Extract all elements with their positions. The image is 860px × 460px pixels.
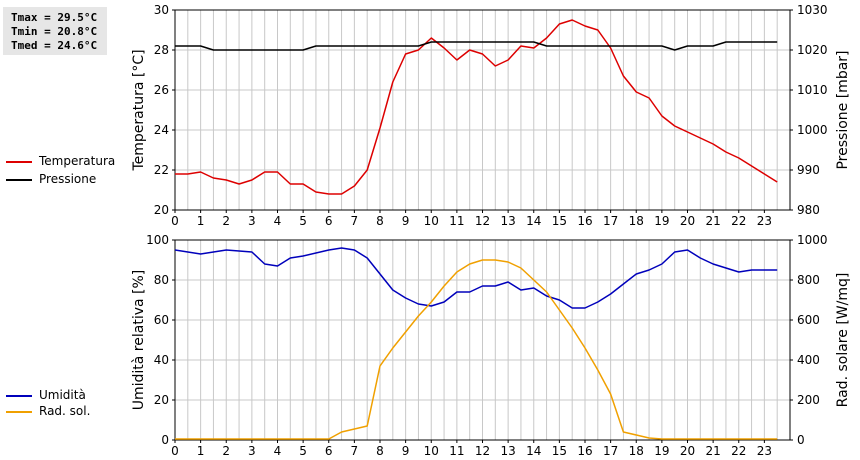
- tmin-text: Tmin = 20.8°C: [11, 25, 98, 38]
- x-tick-label: 3: [248, 444, 256, 458]
- y-tick-label-left: 40: [154, 353, 169, 367]
- legend-swatch-umidita: [6, 395, 32, 397]
- series-line-rad-sol: [175, 259, 778, 440]
- y-tick-label-left: 20: [154, 203, 169, 217]
- series-line-umidit: [175, 247, 778, 309]
- x-tick-label: 19: [654, 444, 669, 458]
- y-tick-label-right: 400: [797, 353, 820, 367]
- x-tick-label: 12: [475, 444, 490, 458]
- x-tick-label: 20: [680, 214, 695, 228]
- x-tick-label: 23: [757, 214, 772, 228]
- x-tick-label: 21: [705, 214, 720, 228]
- y-tick-label-right: 1010: [797, 83, 828, 97]
- tmax-text: Tmax = 29.5°C: [11, 11, 98, 24]
- x-tick-label: 17: [603, 214, 618, 228]
- x-tick-label: 8: [376, 444, 384, 458]
- x-tick-label: 2: [222, 444, 230, 458]
- y-axis-title-left: Umidità relativa [%]: [131, 270, 147, 411]
- x-tick-label: 23: [757, 444, 772, 458]
- x-tick-label: 2: [222, 214, 230, 228]
- y-tick-label-right: 600: [797, 313, 820, 327]
- x-tick-label: 7: [351, 444, 359, 458]
- x-tick-label: 14: [526, 214, 541, 228]
- x-tick-label: 9: [402, 214, 410, 228]
- stats-box: Tmax = 29.5°C Tmin = 20.8°C Tmed = 24.6°…: [3, 7, 107, 55]
- x-tick-label: 13: [500, 214, 515, 228]
- x-tick-label: 13: [500, 444, 515, 458]
- x-tick-label: 10: [424, 444, 439, 458]
- x-tick-label: 4: [274, 214, 282, 228]
- x-tick-label: 10: [424, 214, 439, 228]
- x-tick-label: 16: [577, 214, 592, 228]
- x-tick-label: 0: [171, 214, 179, 228]
- legend-swatch-temperatura: [6, 161, 32, 163]
- x-tick-label: 9: [402, 444, 410, 458]
- x-tick-label: 1: [197, 444, 205, 458]
- y-axis-title-right: Rad. solare [W/mq]: [835, 273, 851, 408]
- series-line-pressione: [175, 41, 778, 51]
- x-tick-label: 6: [325, 444, 333, 458]
- y-tick-label-left: 60: [154, 313, 169, 327]
- x-tick-label: 20: [680, 444, 695, 458]
- x-tick-label: 15: [552, 444, 567, 458]
- legend-label-umidita: Umidità: [39, 388, 86, 402]
- x-tick-label: 22: [731, 214, 746, 228]
- y-tick-label-left: 22: [154, 163, 169, 177]
- y-tick-label-right: 1030: [797, 3, 828, 17]
- y-tick-label-right: 800: [797, 273, 820, 287]
- y-tick-label-right: 1000: [797, 123, 828, 137]
- x-tick-label: 11: [449, 214, 464, 228]
- y-tick-label-left: 0: [161, 433, 169, 447]
- x-tick-label: 0: [171, 444, 179, 458]
- y-tick-label-left: 26: [154, 83, 169, 97]
- legend-label-temperatura: Temperatura: [39, 154, 116, 168]
- legend-label-radsol: Rad. sol.: [39, 404, 91, 418]
- x-tick-label: 15: [552, 214, 567, 228]
- y-tick-label-right: 0: [797, 433, 805, 447]
- y-tick-label-right: 980: [797, 203, 820, 217]
- x-tick-label: 1: [197, 214, 205, 228]
- x-tick-label: 16: [577, 444, 592, 458]
- x-tick-label: 5: [299, 214, 307, 228]
- x-tick-label: 21: [705, 444, 720, 458]
- x-tick-label: 19: [654, 214, 669, 228]
- y-tick-label-left: 30: [154, 3, 169, 17]
- x-tick-label: 14: [526, 444, 541, 458]
- x-tick-label: 5: [299, 444, 307, 458]
- x-tick-label: 11: [449, 444, 464, 458]
- x-tick-label: 22: [731, 444, 746, 458]
- x-tick-label: 7: [351, 214, 359, 228]
- x-tick-label: 4: [274, 444, 282, 458]
- y-axis-title-left: Temperatura [°C]: [131, 49, 147, 171]
- y-tick-label-left: 80: [154, 273, 169, 287]
- legend-swatch-pressione: [6, 179, 32, 181]
- y-tick-label-right: 1020: [797, 43, 828, 57]
- y-tick-label-right: 200: [797, 393, 820, 407]
- legend-label-pressione: Pressione: [39, 172, 97, 186]
- x-tick-label: 6: [325, 214, 333, 228]
- x-tick-label: 17: [603, 444, 618, 458]
- y-tick-label-left: 20: [154, 393, 169, 407]
- y-axis-title-right: Pressione [mbar]: [835, 50, 851, 169]
- x-tick-label: 12: [475, 214, 490, 228]
- y-tick-label-right: 1000: [797, 233, 828, 247]
- y-tick-label-left: 24: [154, 123, 169, 137]
- x-tick-label: 18: [629, 444, 644, 458]
- x-tick-label: 8: [376, 214, 384, 228]
- x-tick-label: 3: [248, 214, 256, 228]
- x-tick-label: 18: [629, 214, 644, 228]
- series-line-temperatura: [175, 19, 778, 195]
- legend-swatch-radsol: [6, 411, 32, 413]
- y-tick-label-left: 100: [146, 233, 169, 247]
- tmed-text: Tmed = 24.6°C: [11, 39, 98, 52]
- y-tick-label-left: 28: [154, 43, 169, 57]
- y-tick-label-right: 990: [797, 163, 820, 177]
